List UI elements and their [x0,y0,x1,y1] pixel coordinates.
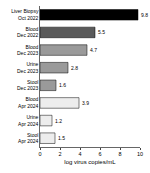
svg-text:BloodDec 2023: BloodDec 2023 [17,44,39,57]
svg-text:4: 4 [78,151,81,157]
svg-text:2: 2 [58,151,61,157]
svg-text:1.6: 1.6 [59,82,66,88]
svg-text:UrineApr 2024: UrineApr 2024 [18,114,39,127]
svg-text:10: 10 [137,151,143,157]
svg-text:log virus copies/mL: log virus copies/mL [64,159,116,165]
svg-text:StoolApr 2024: StoolApr 2024 [18,132,39,145]
svg-text:BloodDec 2022: BloodDec 2022 [17,26,39,39]
svg-text:1.5: 1.5 [58,135,65,141]
svg-text:6: 6 [98,151,101,157]
svg-text:UrineDec 2023: UrineDec 2023 [17,61,39,74]
svg-text:StoolDec 2023: StoolDec 2023 [17,79,39,92]
svg-text:1.2: 1.2 [55,118,62,124]
svg-text:Liver BiopsyOct 2022: Liver BiopsyOct 2022 [11,8,39,21]
svg-text:0: 0 [38,151,41,157]
svg-text:3.9: 3.9 [82,100,89,106]
svg-text:BloodApr 2024: BloodApr 2024 [18,96,39,109]
svg-text:5.5: 5.5 [98,29,105,35]
svg-text:2.8: 2.8 [71,65,78,71]
svg-text:9.8: 9.8 [141,12,148,18]
svg-text:4.7: 4.7 [90,47,97,53]
svg-text:8: 8 [118,151,121,157]
